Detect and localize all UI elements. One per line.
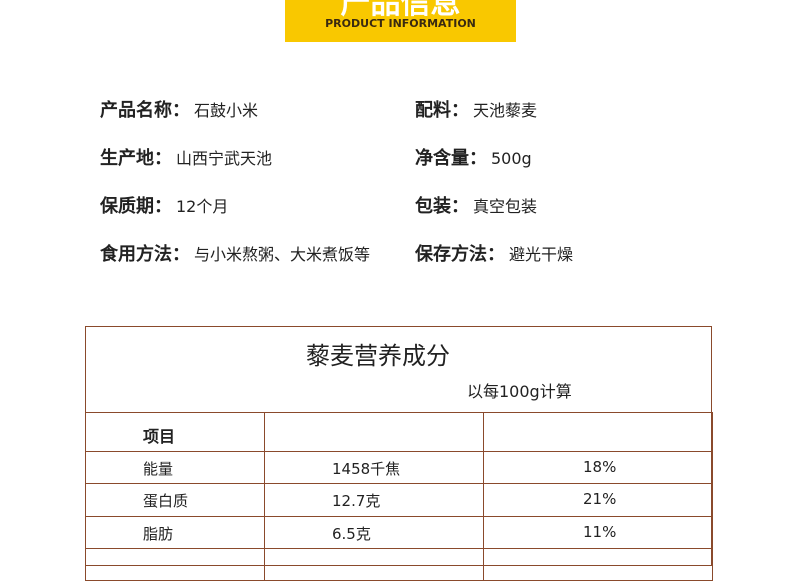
table-cell [264,548,484,581]
info-value: 真空包装 [473,197,538,216]
info-row: 净含量： 500g [415,144,532,170]
info-value: 12个月 [176,197,229,216]
banner: 产品信息 PRODUCT INFORMATION [285,0,516,42]
table-cell [85,548,265,581]
info-row: 产品名称： 石鼓小米 [100,96,258,122]
table-cell [85,451,265,484]
info-label: 配料： [415,100,469,121]
info-value: 石鼓小米 [194,101,259,120]
info-label: 产品名称： [100,100,190,121]
info-row: 食用方法： 与小米熬粥、大米煮饭等 [100,240,370,266]
info-row: 保存方法： 避光干燥 [415,240,573,266]
banner-subtitle: PRODUCT INFORMATION [325,17,476,30]
info-label: 保质期： [100,196,172,217]
info-value: 500g [491,149,532,168]
table-text: 蛋白质 [143,492,189,510]
info-value: 与小米熬粥、大米煮饭等 [194,245,371,264]
info-label: 净含量： [415,148,487,169]
table-text: 6.5克 [332,525,371,543]
table-text: 1458千焦 [332,460,401,478]
info-row: 保质期： 12个月 [100,192,228,218]
table-text: 脂肪 [143,525,174,543]
table-text: 11% [583,523,617,541]
table-cell [264,412,484,452]
table-text: 12.7克 [332,492,381,510]
info-label: 生产地： [100,148,172,169]
banner-title: 产品信息 [340,0,461,21]
info-value: 山西宁武天池 [176,149,273,168]
table-cell [483,548,713,581]
info-label: 包装： [415,196,469,217]
table-title: 藜麦营养成分 [306,342,450,370]
page: 产品信息 PRODUCT INFORMATION 藜麦营养成分 以每100g计算… [85,0,713,581]
table-cell [85,516,265,549]
table-cell [483,412,713,452]
info-label: 食用方法： [100,244,190,265]
table-note: 以每100g计算 [467,382,572,401]
table-cell [264,516,484,549]
info-label: 保存方法： [415,244,505,265]
info-row: 生产地： 山西宁武天池 [100,144,272,170]
info-row: 配料： 天池藜麦 [415,96,537,122]
info-value: 天池藜麦 [473,101,538,120]
table-text: 21% [583,490,617,508]
table-text: 18% [583,458,617,476]
table-text: 能量 [143,460,174,478]
table-header: 项目 [143,427,176,446]
info-row: 包装： 真空包装 [415,192,537,218]
info-value: 避光干燥 [509,245,574,264]
